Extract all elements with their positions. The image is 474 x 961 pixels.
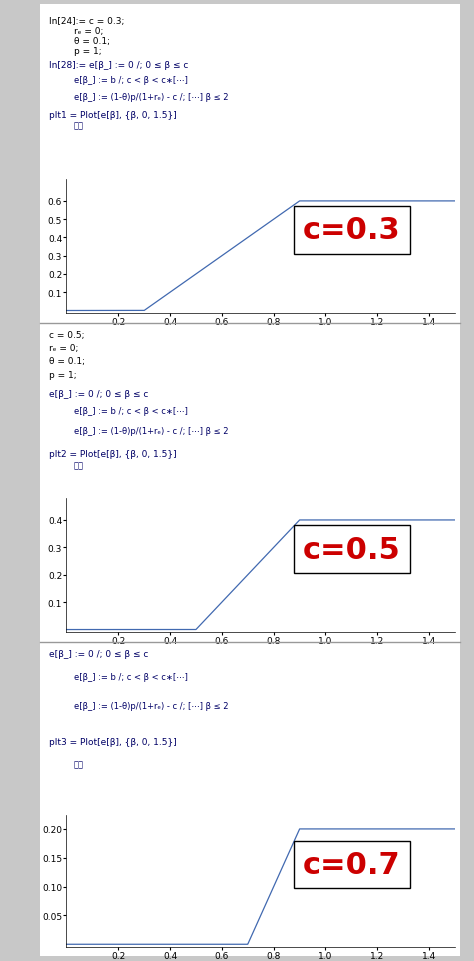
Text: e[β_] := b /; c < β < c∗[⋯]: e[β_] := b /; c < β < c∗[⋯] (74, 76, 188, 86)
Text: e[β_] := b /; c < β < c∗[⋯]: e[β_] := b /; c < β < c∗[⋯] (74, 672, 188, 680)
Text: c=0.3: c=0.3 (303, 216, 401, 245)
Text: e[β_] := (1-θ)p/(1+rₑ) - c /; [⋯] β ≤ 2: e[β_] := (1-θ)p/(1+rₑ) - c /; [⋯] β ≤ 2 (74, 427, 228, 435)
Text: c=0.5: c=0.5 (303, 535, 401, 564)
Text: θ = 0.1;: θ = 0.1; (74, 37, 110, 45)
Text: plt2 = Plot[e[β], {β, 0, 1.5}]: plt2 = Plot[e[β], {β, 0, 1.5}] (49, 450, 176, 458)
Text: e[β_] := b /; c < β < c∗[⋯]: e[β_] := b /; c < β < c∗[⋯] (74, 407, 188, 415)
Text: e[β_] := (1-θ)p/(1+rₑ) - c /; [⋯] β ≤ 2: e[β_] := (1-θ)p/(1+rₑ) - c /; [⋯] β ≤ 2 (74, 702, 228, 710)
Text: rₑ = 0;: rₑ = 0; (74, 27, 103, 36)
Text: p = 1;: p = 1; (74, 46, 101, 56)
Text: 绘图: 绘图 (74, 760, 84, 769)
Text: In[24]:= c = 0.3;: In[24]:= c = 0.3; (49, 16, 124, 26)
Text: In[28]:= e[β_] := 0 /; 0 ≤ β ≤ c: In[28]:= e[β_] := 0 /; 0 ≤ β ≤ c (49, 62, 188, 70)
Text: 绘图: 绘图 (74, 461, 84, 470)
Text: p = 1;: p = 1; (49, 370, 76, 380)
Text: θ = 0.1;: θ = 0.1; (49, 357, 85, 366)
Text: e[β_] := (1-θ)p/(1+rₑ) - c /; [⋯] β ≤ 2: e[β_] := (1-θ)p/(1+rₑ) - c /; [⋯] β ≤ 2 (74, 93, 228, 102)
Text: plt3 = Plot[e[β], {β, 0, 1.5}]: plt3 = Plot[e[β], {β, 0, 1.5}] (49, 737, 176, 746)
Text: 绘图: 绘图 (74, 121, 84, 130)
Text: rₑ = 0;: rₑ = 0; (49, 344, 78, 353)
Text: c = 0.5;: c = 0.5; (49, 331, 84, 339)
Text: plt1 = Plot[e[β], {β, 0, 1.5}]: plt1 = Plot[e[β], {β, 0, 1.5}] (49, 111, 176, 120)
Text: e[β_] := 0 /; 0 ≤ β ≤ c: e[β_] := 0 /; 0 ≤ β ≤ c (49, 649, 148, 658)
Text: c=0.7: c=0.7 (303, 850, 401, 879)
Text: e[β_] := 0 /; 0 ≤ β ≤ c: e[β_] := 0 /; 0 ≤ β ≤ c (49, 390, 148, 399)
